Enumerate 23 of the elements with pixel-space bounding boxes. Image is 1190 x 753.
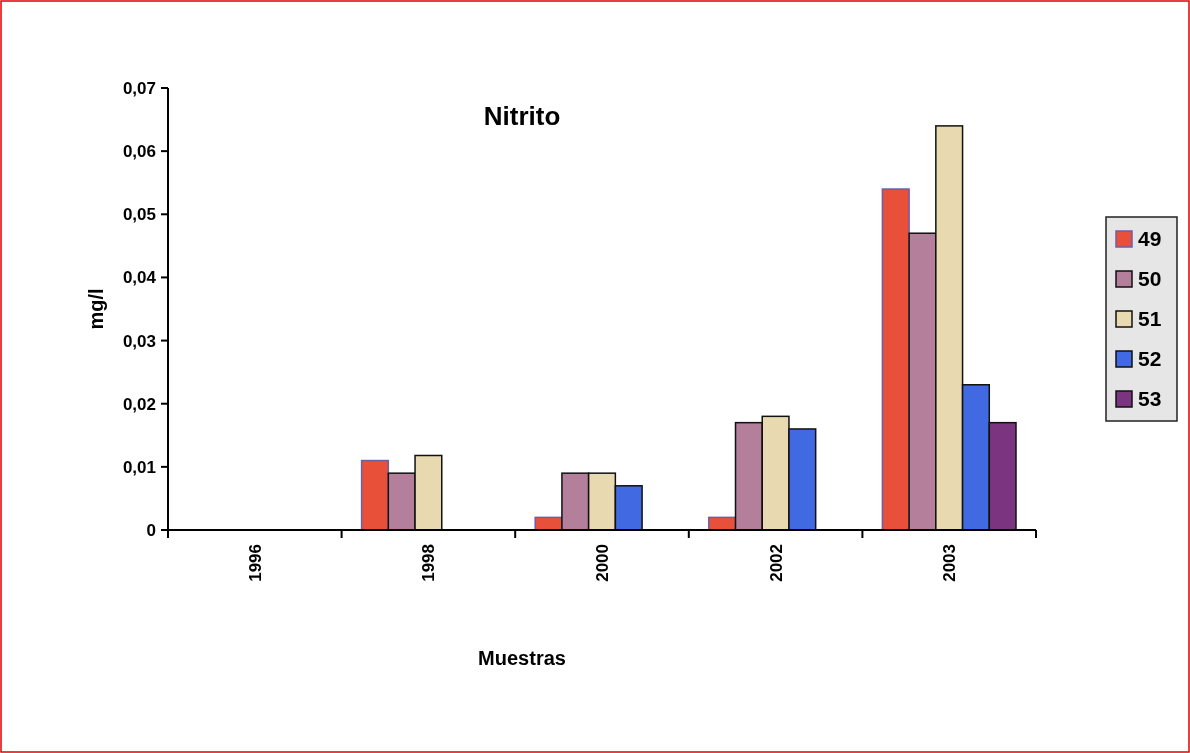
y-axis-title: mg/l [85,288,107,330]
x-tick-label: 2000 [592,544,612,582]
bar [360,459,390,531]
y-tick-label: 0 [146,520,156,540]
legend-label: 53 [1138,387,1162,411]
x-axis-title: Muestras [478,647,566,669]
y-tick-label: 0,05 [122,205,156,225]
y-tick-label: 0,01 [122,457,156,477]
legend-label: 49 [1138,227,1162,251]
legend-label: 52 [1138,347,1162,371]
y-tick-label: 0,07 [122,78,156,98]
y-tick-label: 0,04 [122,268,157,288]
x-tick-label: 2003 [940,544,960,582]
y-tick-label: 0,02 [122,394,156,414]
y-tick-label: 0,03 [122,331,156,351]
text: Nitrito [483,101,561,131]
legend-label: 50 [1138,267,1162,291]
x-tick-label: 1996 [245,544,265,582]
bar [881,188,910,531]
x-tick-label: 2002 [766,544,786,582]
legend-label: 51 [1138,307,1162,331]
x-tick-label: 1998 [419,544,439,582]
y-tick-label: 0,06 [122,142,156,162]
